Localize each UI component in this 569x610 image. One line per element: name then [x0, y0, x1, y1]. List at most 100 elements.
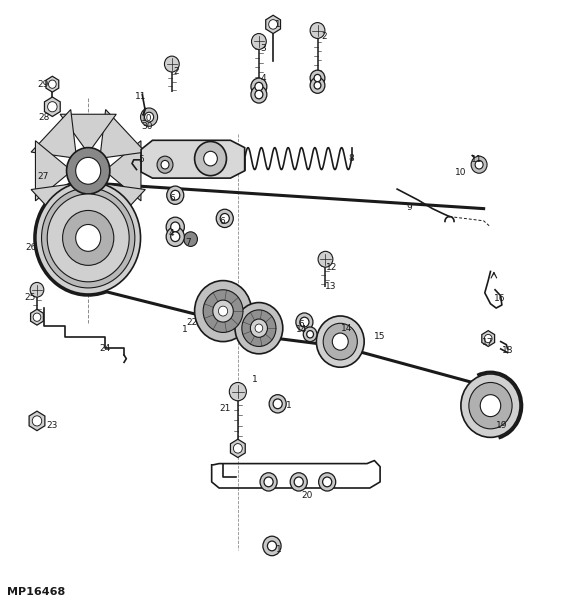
Circle shape	[290, 473, 307, 491]
Text: 24: 24	[100, 345, 111, 353]
Polygon shape	[29, 411, 45, 431]
Circle shape	[67, 148, 110, 194]
Circle shape	[264, 477, 273, 487]
Text: 6: 6	[219, 217, 225, 226]
Circle shape	[310, 70, 325, 86]
Polygon shape	[101, 110, 145, 157]
Circle shape	[145, 112, 154, 122]
Text: 2: 2	[174, 68, 179, 76]
Text: 10: 10	[141, 115, 152, 123]
Circle shape	[316, 316, 364, 367]
Circle shape	[475, 160, 483, 169]
Text: 15: 15	[374, 332, 386, 341]
Text: MP16468: MP16468	[7, 587, 65, 597]
Circle shape	[213, 300, 233, 322]
Polygon shape	[60, 193, 116, 228]
Polygon shape	[35, 141, 67, 201]
Circle shape	[216, 209, 233, 228]
Text: 17: 17	[483, 339, 494, 347]
Circle shape	[166, 217, 184, 237]
Circle shape	[318, 251, 333, 267]
Polygon shape	[482, 331, 494, 346]
Circle shape	[48, 80, 56, 88]
Text: 14: 14	[341, 324, 353, 332]
Circle shape	[314, 82, 321, 89]
Polygon shape	[46, 76, 59, 92]
Circle shape	[76, 157, 101, 184]
Circle shape	[260, 473, 277, 491]
Text: 23: 23	[47, 422, 58, 430]
Circle shape	[461, 374, 520, 437]
Circle shape	[255, 90, 263, 99]
Circle shape	[250, 319, 267, 337]
Circle shape	[195, 281, 251, 342]
Circle shape	[469, 382, 512, 429]
Circle shape	[332, 333, 348, 350]
Circle shape	[171, 232, 180, 242]
Circle shape	[269, 395, 286, 413]
Circle shape	[76, 224, 101, 251]
Text: 30: 30	[141, 123, 152, 131]
Circle shape	[296, 313, 313, 331]
Circle shape	[303, 327, 317, 342]
Text: 21: 21	[219, 404, 230, 413]
Text: 10: 10	[455, 168, 467, 176]
Circle shape	[310, 77, 325, 93]
Text: 25: 25	[24, 293, 35, 302]
Circle shape	[218, 306, 228, 316]
Circle shape	[319, 473, 336, 491]
Circle shape	[204, 151, 217, 166]
Text: 11: 11	[471, 156, 483, 164]
Polygon shape	[141, 140, 245, 178]
Circle shape	[251, 78, 267, 95]
Circle shape	[195, 142, 226, 176]
Text: 1: 1	[182, 325, 188, 334]
Text: 29: 29	[37, 80, 48, 88]
Circle shape	[242, 310, 276, 346]
Text: 4: 4	[260, 74, 266, 82]
Circle shape	[220, 214, 229, 223]
Circle shape	[255, 82, 263, 91]
Polygon shape	[60, 114, 116, 148]
Text: 11: 11	[135, 92, 147, 101]
Circle shape	[294, 477, 303, 487]
Circle shape	[480, 395, 501, 417]
Text: 1: 1	[252, 375, 258, 384]
Circle shape	[48, 102, 57, 112]
Polygon shape	[109, 141, 141, 201]
Polygon shape	[266, 15, 281, 34]
Circle shape	[255, 324, 263, 332]
Circle shape	[63, 210, 114, 265]
Polygon shape	[44, 97, 60, 117]
Text: 26: 26	[26, 243, 37, 251]
Text: 13: 13	[325, 282, 337, 291]
Circle shape	[323, 477, 332, 487]
Circle shape	[233, 443, 242, 453]
Text: 7: 7	[185, 239, 191, 247]
Circle shape	[251, 34, 266, 49]
Circle shape	[229, 382, 246, 401]
Circle shape	[307, 331, 314, 338]
Circle shape	[157, 156, 173, 173]
Text: 6: 6	[299, 320, 304, 329]
Circle shape	[47, 194, 129, 282]
Text: 1: 1	[276, 545, 282, 553]
Circle shape	[33, 313, 41, 321]
Text: 19: 19	[496, 422, 508, 430]
Text: 2: 2	[321, 32, 327, 41]
Circle shape	[235, 303, 283, 354]
Text: 4: 4	[169, 229, 175, 237]
Text: 6: 6	[169, 194, 175, 203]
Text: 27: 27	[37, 173, 48, 181]
Text: 1: 1	[275, 20, 281, 29]
Polygon shape	[31, 184, 76, 232]
Circle shape	[267, 541, 277, 551]
Circle shape	[484, 334, 492, 343]
Text: 1: 1	[286, 401, 292, 410]
Circle shape	[323, 323, 357, 360]
Text: 3: 3	[260, 45, 266, 53]
Circle shape	[32, 416, 42, 426]
Polygon shape	[31, 110, 76, 157]
Circle shape	[171, 190, 180, 200]
Text: 18: 18	[502, 346, 513, 355]
